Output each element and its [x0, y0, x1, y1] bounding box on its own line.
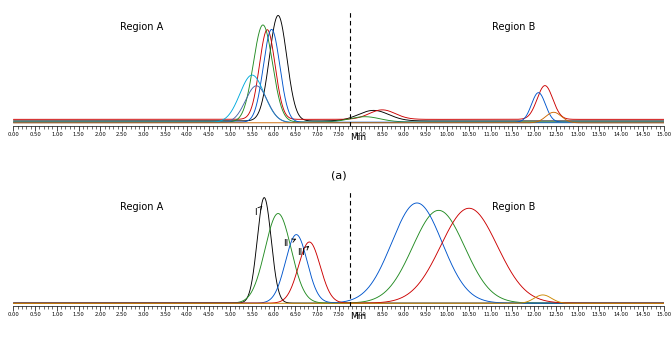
Text: Min: Min — [350, 133, 366, 141]
Text: Region A: Region A — [119, 202, 163, 211]
Text: Region B: Region B — [492, 22, 535, 32]
Text: Region A: Region A — [119, 22, 163, 32]
Text: I: I — [254, 206, 262, 217]
Text: Min: Min — [350, 312, 366, 321]
Text: II: II — [283, 239, 295, 248]
Text: Region B: Region B — [492, 202, 535, 211]
Text: (a): (a) — [331, 170, 347, 180]
Text: III: III — [297, 246, 309, 257]
